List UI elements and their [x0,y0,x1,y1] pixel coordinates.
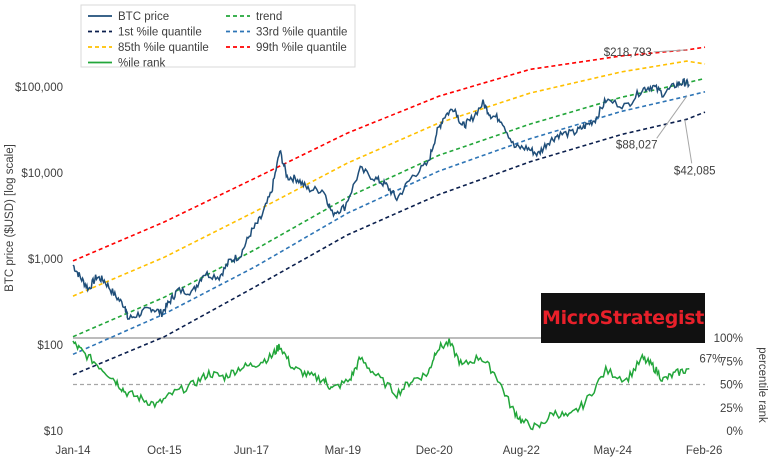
right-axis-ticks: 0% 25% 50% 75% 100% [714,333,743,438]
y2-tick-label: 50% [720,380,743,392]
legend-item: 99th %ile quantile [226,42,347,54]
legend-label: 99th %ile quantile [256,42,347,54]
svg-text:$218,793: $218,793 [604,47,652,59]
quantile-lines [72,46,706,376]
left-axis-ticks: $10 $100 $1,000 $10,000 $100,000 [15,82,63,438]
x-tick-label: Feb-26 [686,445,722,457]
btc-price-series [72,77,690,320]
x-tick-label: May-24 [594,445,633,457]
microstrategist-logo: MicroStrategist [541,293,705,343]
legend-item: 85th %ile quantile [88,42,209,54]
legend-box [80,4,356,68]
quantile-line [72,111,706,376]
x-tick-label: Jan-14 [55,445,91,457]
y2-tick-label: 100% [714,333,743,345]
annotation-q1: $42,085 [674,119,716,177]
legend-label: 85th %ile quantile [118,42,209,54]
btc-price-line [72,77,690,320]
y-tick-label: $1,000 [28,254,63,266]
legend-item: 1st %ile quantile [88,27,202,39]
y-tick-label: $100 [37,340,63,352]
y-axis-label: BTC price ($USD) [log scale] [4,144,16,292]
legend-label: %ile rank [118,58,166,70]
annotation-q33: $88,027 [616,95,688,151]
annotation-q99: $218,793 [604,47,687,59]
y-tick-label: $10 [44,426,63,438]
legend-item: trend [226,11,282,23]
legend-item: BTC price [88,11,169,23]
quantile-line [72,60,706,297]
y-tick-label: $10,000 [21,168,63,180]
legend-item: %ile rank [88,58,166,70]
y2-tick-label: 75% [720,356,743,368]
x-tick-label: Mar-19 [325,445,361,457]
legend: BTC price 1st %ile quantile 85th %ile quan… [80,4,356,70]
x-tick-label: Oct-15 [147,445,182,457]
y2-tick-label: 0% [726,426,743,438]
logo-text: MicroStrategist [541,307,705,329]
svg-text:$88,027: $88,027 [616,139,658,151]
percentile-rank-series [72,338,690,431]
legend-item: 33rd %ile quantile [226,27,347,39]
y2-axis-label: percentile rank [756,347,768,423]
x-tick-label: Dec-20 [416,445,453,457]
percentile-rank-line [72,338,690,431]
annotation-rank: 67% [699,354,722,366]
legend-label: trend [256,11,282,23]
legend-label: 1st %ile quantile [118,27,202,39]
x-tick-label: Jun-17 [234,445,269,457]
legend-label: BTC price [118,11,169,23]
y2-tick-label: 25% [720,403,743,415]
x-axis-ticks: Jan-14 Oct-15 Jun-17 Mar-19 Dec-20 Aug-22 May-… [55,445,722,457]
quantile-line [72,91,706,356]
x-tick-label: Aug-22 [503,445,540,457]
legend-label: 33rd %ile quantile [256,27,347,39]
y-tick-label: $100,000 [15,82,63,94]
quantile-line [72,77,706,338]
quantile-line [72,46,706,262]
svg-text:67%: 67% [699,354,722,366]
svg-text:$42,085: $42,085 [674,165,716,177]
